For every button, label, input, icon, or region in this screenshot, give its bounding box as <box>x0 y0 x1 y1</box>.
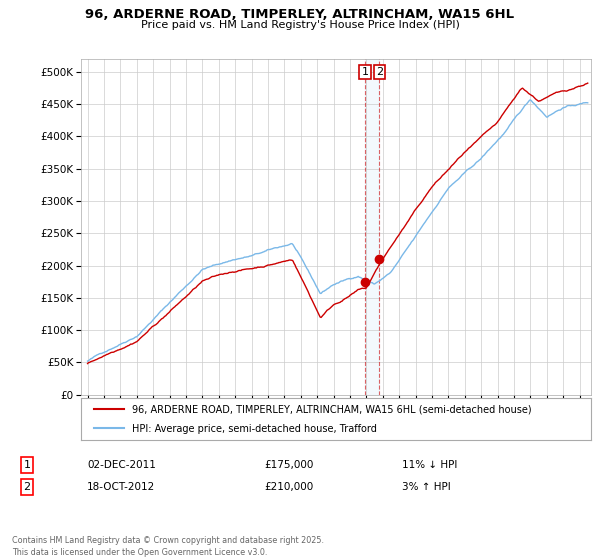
Text: 18-OCT-2012: 18-OCT-2012 <box>87 482 155 492</box>
Text: 96, ARDERNE ROAD, TIMPERLEY, ALTRINCHAM, WA15 6HL: 96, ARDERNE ROAD, TIMPERLEY, ALTRINCHAM,… <box>85 8 515 21</box>
Text: Contains HM Land Registry data © Crown copyright and database right 2025.
This d: Contains HM Land Registry data © Crown c… <box>12 536 324 557</box>
Text: 2: 2 <box>376 67 383 77</box>
Text: 96, ARDERNE ROAD, TIMPERLEY, ALTRINCHAM, WA15 6HL (semi-detached house): 96, ARDERNE ROAD, TIMPERLEY, ALTRINCHAM,… <box>132 404 532 414</box>
Text: £210,000: £210,000 <box>264 482 313 492</box>
Text: 2: 2 <box>23 482 31 492</box>
Text: 1: 1 <box>23 460 31 470</box>
Bar <box>365 59 379 395</box>
Text: HPI: Average price, semi-detached house, Trafford: HPI: Average price, semi-detached house,… <box>132 424 377 433</box>
Text: Price paid vs. HM Land Registry's House Price Index (HPI): Price paid vs. HM Land Registry's House … <box>140 20 460 30</box>
Text: £175,000: £175,000 <box>264 460 313 470</box>
Text: 11% ↓ HPI: 11% ↓ HPI <box>402 460 457 470</box>
Text: 02-DEC-2011: 02-DEC-2011 <box>87 460 156 470</box>
Text: 1: 1 <box>362 67 368 77</box>
Text: 3% ↑ HPI: 3% ↑ HPI <box>402 482 451 492</box>
